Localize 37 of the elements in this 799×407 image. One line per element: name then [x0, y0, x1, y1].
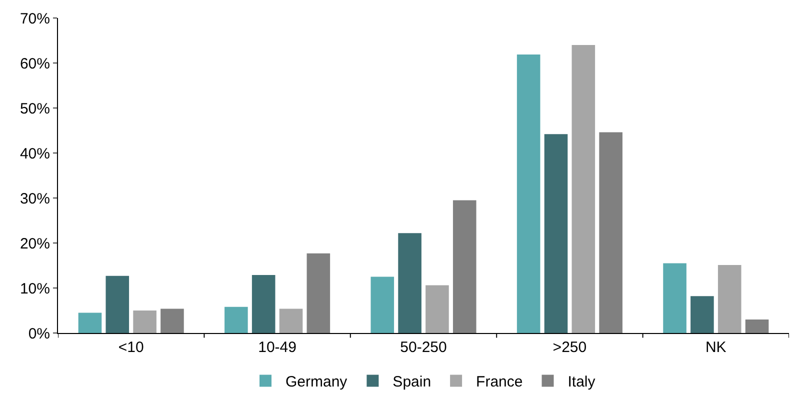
bar	[398, 233, 422, 333]
bar	[718, 265, 742, 333]
bar	[572, 45, 596, 333]
legend-label: Spain	[392, 374, 432, 391]
bar	[133, 310, 156, 333]
bar	[160, 308, 184, 333]
legend-label: France	[476, 374, 523, 391]
bar	[516, 54, 540, 333]
bar	[279, 308, 303, 333]
bar	[690, 296, 714, 333]
bar	[252, 274, 276, 333]
y-tick-label: 10%	[20, 280, 50, 298]
legend-label: Germany	[286, 374, 348, 391]
bar	[106, 276, 130, 333]
bar	[599, 132, 622, 333]
y-tick-label: 40%	[20, 145, 50, 162]
bar	[544, 134, 568, 333]
y-tick-label: 50%	[20, 100, 50, 118]
bar	[452, 200, 476, 333]
bar	[224, 306, 248, 333]
bar	[370, 276, 394, 333]
y-tick-label: 70%	[20, 10, 50, 28]
x-tick-label: <10	[118, 339, 144, 356]
x-tick-label: 10-49	[258, 339, 296, 356]
y-tick-label: 0%	[28, 325, 50, 342]
bar	[663, 263, 686, 333]
y-tick-label: 20%	[20, 235, 50, 252]
x-tick-label: >250	[552, 339, 587, 356]
bar	[745, 320, 769, 333]
bar	[306, 253, 330, 333]
x-tick-label: 50-250	[400, 339, 447, 356]
bar	[78, 312, 102, 333]
x-tick-label: NK	[705, 339, 726, 356]
y-tick-label: 60%	[20, 55, 50, 72]
y-tick-label: 30%	[20, 190, 50, 208]
legend-label: Italy	[568, 374, 596, 391]
bar	[426, 285, 449, 333]
